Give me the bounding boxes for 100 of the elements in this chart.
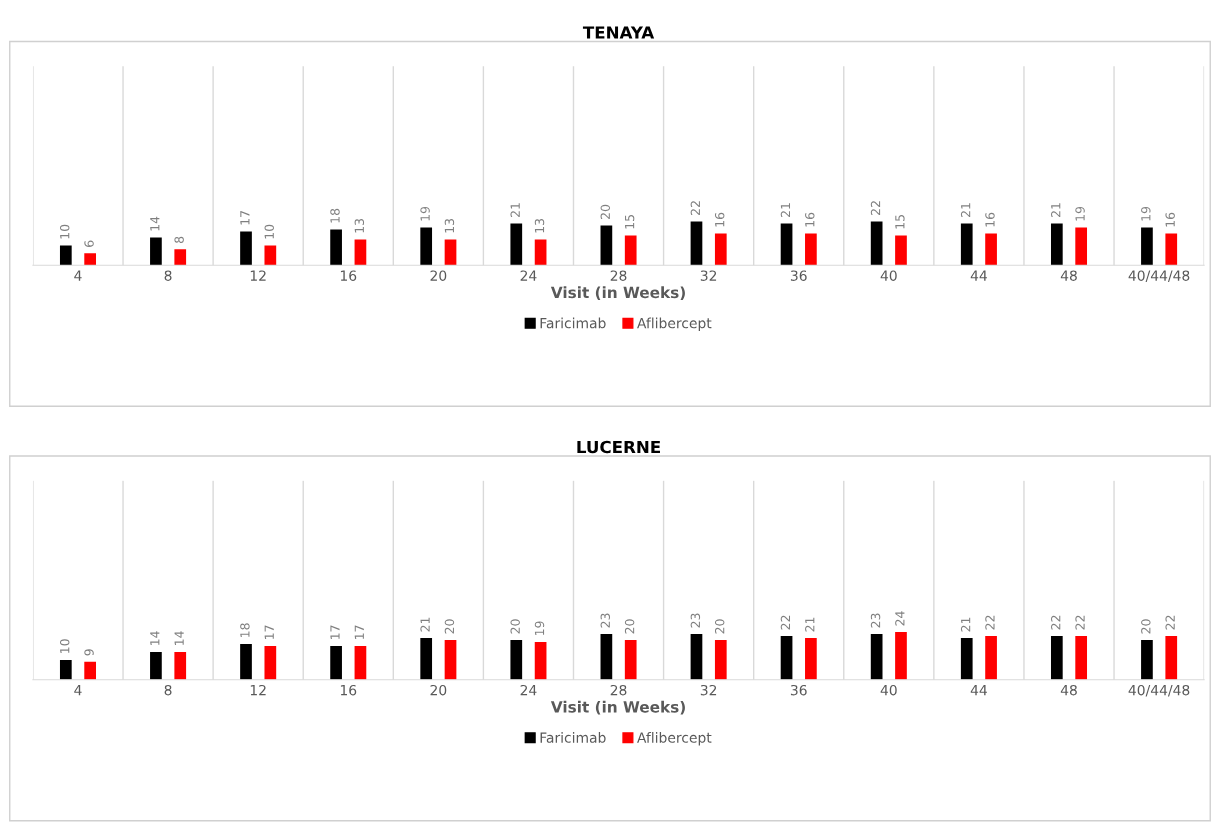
data-label: 13 xyxy=(534,218,545,233)
data-label: 22 xyxy=(1075,615,1085,630)
data-label: 14 xyxy=(150,216,160,231)
data-label: 16 xyxy=(714,212,725,227)
bar xyxy=(534,641,547,680)
bar xyxy=(150,651,162,680)
data-label: 20 xyxy=(510,619,520,634)
bar xyxy=(354,645,367,680)
bar xyxy=(174,249,187,266)
data-label: 22 xyxy=(870,201,881,216)
bar xyxy=(985,233,997,266)
bar xyxy=(84,661,96,680)
bar xyxy=(600,225,613,266)
bar xyxy=(895,235,907,266)
bar xyxy=(330,229,342,266)
x-tick-label: 28 xyxy=(610,684,627,696)
data-label: 23 xyxy=(870,613,881,628)
bar xyxy=(714,233,727,266)
data-label: 18 xyxy=(240,623,250,638)
bar xyxy=(780,636,793,680)
bar xyxy=(420,638,433,680)
data-label: 21 xyxy=(1051,203,1061,218)
data-label: 8 xyxy=(174,236,184,243)
bar xyxy=(1141,227,1153,266)
data-label: 20 xyxy=(1141,619,1151,634)
bar xyxy=(1165,636,1178,680)
data-label: 22 xyxy=(985,615,995,630)
legend-label: Aflibercept xyxy=(637,732,712,746)
bar xyxy=(985,636,997,680)
data-label: 23 xyxy=(690,613,701,628)
bar xyxy=(870,221,883,266)
x-axis-title: Visit (in Weeks) xyxy=(550,700,685,715)
data-label: 16 xyxy=(805,212,815,227)
data-label: 20 xyxy=(444,619,455,634)
x-tick-label: 16 xyxy=(340,270,357,281)
data-label: 22 xyxy=(1051,615,1061,630)
data-label: 21 xyxy=(960,617,971,632)
bar xyxy=(420,227,433,266)
data-label: 22 xyxy=(780,615,791,630)
data-label: 16 xyxy=(985,212,995,227)
data-label: 21 xyxy=(805,617,815,632)
bar xyxy=(1075,227,1088,266)
bar xyxy=(510,639,523,680)
bar xyxy=(84,253,96,266)
bar xyxy=(59,659,72,680)
bar xyxy=(624,235,637,266)
bar xyxy=(174,651,187,680)
bar xyxy=(805,233,817,266)
data-label: 22 xyxy=(690,201,700,216)
data-label: 18 xyxy=(330,208,340,223)
data-label: 22 xyxy=(1165,615,1175,630)
bar xyxy=(690,634,703,680)
data-label: 19 xyxy=(1141,206,1151,221)
x-tick-label: 40/44/48 xyxy=(1128,270,1190,282)
bar xyxy=(600,634,613,680)
bar xyxy=(780,223,793,266)
x-tick-label: 4 xyxy=(74,685,82,696)
bar xyxy=(534,239,547,266)
data-label: 15 xyxy=(625,215,635,229)
data-label: 9 xyxy=(84,649,94,656)
data-label: 21 xyxy=(960,203,971,218)
bar xyxy=(805,638,817,680)
data-label: 20 xyxy=(600,204,610,220)
data-label: 6 xyxy=(84,240,94,247)
x-tick-label: 36 xyxy=(790,270,807,281)
bar xyxy=(150,237,162,266)
data-label: 17 xyxy=(330,625,340,640)
x-tick-label: 24 xyxy=(520,684,537,696)
x-tick-label: 8 xyxy=(164,684,172,696)
bar xyxy=(59,245,72,266)
bar xyxy=(690,221,703,266)
data-label: 10 xyxy=(60,224,70,239)
bar xyxy=(444,239,457,266)
x-tick-label: 32 xyxy=(700,270,717,281)
bar xyxy=(870,634,883,680)
x-tick-label: 12 xyxy=(250,684,266,696)
x-tick-label: 16 xyxy=(340,684,357,696)
data-label: 14 xyxy=(174,631,184,645)
bar xyxy=(1165,233,1178,266)
x-tick-label: 48 xyxy=(1060,684,1077,696)
data-label: 19 xyxy=(1075,206,1085,221)
x-tick-label: 8 xyxy=(164,270,172,281)
x-tick-label: 32 xyxy=(700,684,717,696)
bar xyxy=(330,645,342,680)
bar xyxy=(444,639,457,680)
bar xyxy=(240,231,252,266)
x-tick-label: 40 xyxy=(880,684,897,696)
data-label: 13 xyxy=(444,218,455,233)
bar xyxy=(264,245,277,266)
data-label: 15 xyxy=(895,215,905,229)
bar xyxy=(1141,639,1153,680)
x-tick-label: 44 xyxy=(970,270,987,281)
x-tick-label: 28 xyxy=(610,270,627,281)
x-tick-label: 40/44/48 xyxy=(1128,684,1190,697)
data-label: 19 xyxy=(534,621,545,636)
x-tick-label: 44 xyxy=(970,685,987,696)
legend-label: Faricimab xyxy=(540,732,606,743)
x-tick-label: 20 xyxy=(430,684,447,696)
x-tick-label: 12 xyxy=(250,270,266,281)
bar xyxy=(714,639,727,680)
